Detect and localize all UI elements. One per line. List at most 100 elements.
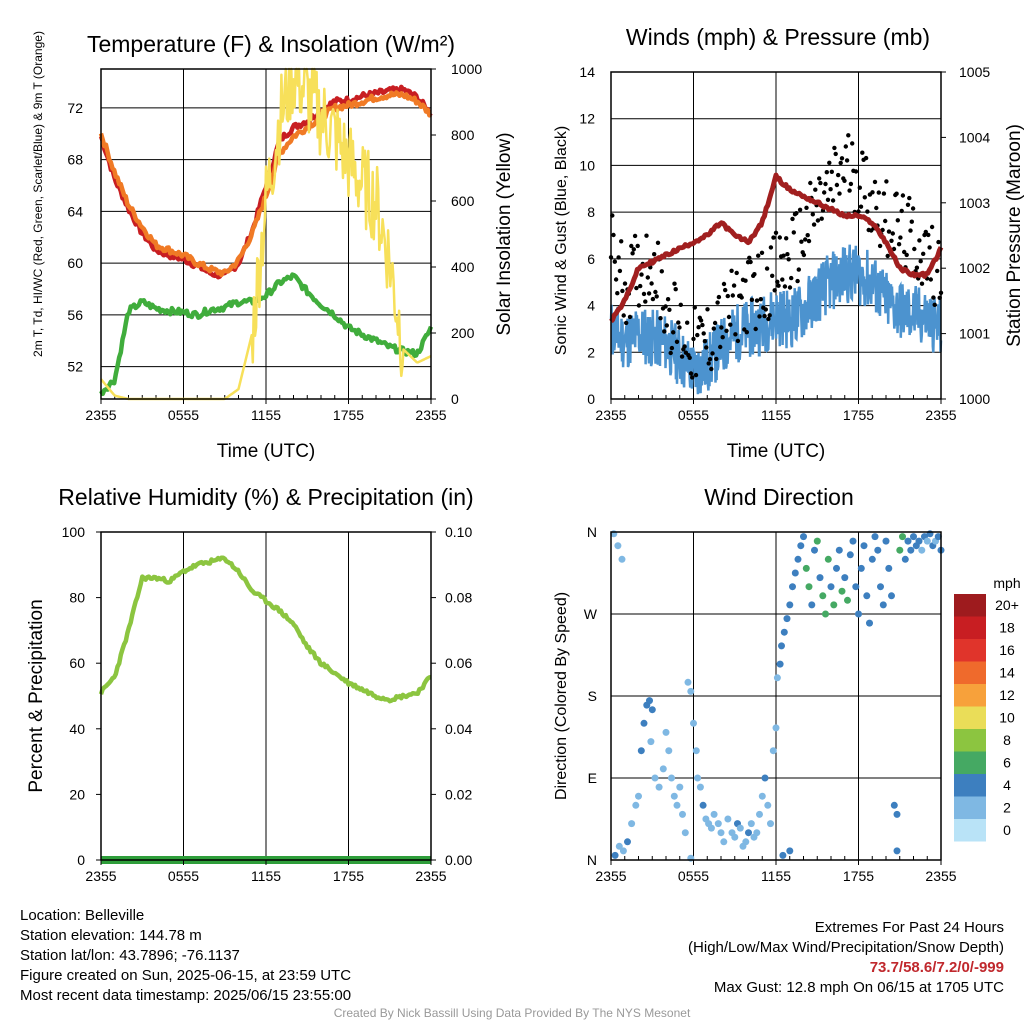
gust-point-83 xyxy=(714,356,719,362)
gust-point-28 xyxy=(644,233,649,238)
y-tick-label-2-5: 100 xyxy=(62,524,86,540)
direction-point-74 xyxy=(813,537,821,545)
gust-point-184 xyxy=(842,178,847,183)
gust-point-40 xyxy=(659,269,664,274)
gust-point-98 xyxy=(733,332,738,337)
gust-point-169 xyxy=(823,181,828,187)
gust-point-147 xyxy=(795,278,800,284)
gust-point-187 xyxy=(846,133,851,138)
gust-point-71 xyxy=(698,318,704,323)
x-tick-label-2-3: 1755 xyxy=(333,868,364,884)
gust-point-119 xyxy=(759,250,765,255)
direction-point-93 xyxy=(866,619,873,627)
direction-point-111 xyxy=(915,537,923,545)
gust-point-123 xyxy=(764,266,770,271)
y-tick-label-1-0: 0 xyxy=(587,391,595,407)
y-tick-label-3-1: E xyxy=(588,770,597,786)
legend-label-7: 6 xyxy=(1003,755,1011,771)
gust-point-68 xyxy=(695,332,700,338)
direction-point-80 xyxy=(830,601,838,609)
gust-point-26 xyxy=(641,291,647,297)
gust-point-150 xyxy=(799,239,804,244)
gust-point-19 xyxy=(632,233,638,239)
x-tick-label-2-1: 0555 xyxy=(168,868,199,884)
gust-point-197 xyxy=(858,204,864,209)
x-tick-label-3-3: 1755 xyxy=(843,868,874,884)
gust-point-99 xyxy=(734,270,739,276)
gust-point-79 xyxy=(709,366,714,372)
y2-tick-label-1-2: 1002 xyxy=(959,260,990,276)
gust-point-94 xyxy=(728,322,733,327)
gust-point-219 xyxy=(886,229,892,234)
gust-point-258 xyxy=(936,239,941,245)
extremes-title: Extremes For Past 24 Hours xyxy=(814,919,1004,936)
direction-point-9 xyxy=(635,792,642,800)
direction-point-36 xyxy=(707,824,715,832)
gust-point-171 xyxy=(825,197,831,202)
gust-point-130 xyxy=(773,230,779,235)
gust-point-81 xyxy=(711,326,716,331)
direction-point-64 xyxy=(786,601,794,609)
direction-point-29 xyxy=(690,719,697,727)
gust-point-230 xyxy=(900,193,906,198)
x-tick-label-0-4: 2355 xyxy=(415,407,446,423)
gust-point-39 xyxy=(658,316,663,321)
gust-point-126 xyxy=(768,245,774,250)
gust-point-60 xyxy=(685,320,690,325)
direction-point-73 xyxy=(811,546,818,554)
gust-point-195 xyxy=(856,209,861,214)
x-tick-label-0-2: 1155 xyxy=(251,407,281,423)
gust-point-254 xyxy=(931,295,936,300)
direction-point-67 xyxy=(794,555,802,563)
max-gust-text: Max Gust: 12.8 mph On 06/15 at 1705 UTC xyxy=(713,979,1004,996)
direction-point-59 xyxy=(773,674,781,682)
gust-point-235 xyxy=(907,195,912,201)
gust-point-86 xyxy=(718,344,723,350)
gust-point-4 xyxy=(613,277,619,282)
gust-point-89 xyxy=(721,281,727,287)
direction-point-112 xyxy=(918,546,926,554)
x-tick-label-0-3: 1755 xyxy=(333,407,364,423)
gust-point-73 xyxy=(701,331,706,336)
gust-point-170 xyxy=(824,170,829,175)
gust-point-116 xyxy=(756,253,761,258)
gust-point-78 xyxy=(707,357,713,362)
gust-point-17 xyxy=(630,251,635,256)
gust-point-9 xyxy=(620,288,625,294)
legend-swatch-0 xyxy=(954,594,986,617)
y2-tick-label-0-0: 0 xyxy=(451,391,459,407)
gust-point-198 xyxy=(860,150,865,155)
direction-point-52 xyxy=(756,810,763,818)
gust-point-221 xyxy=(889,238,894,243)
direction-point-17 xyxy=(655,783,663,791)
gust-point-125 xyxy=(767,313,772,318)
direction-point-100 xyxy=(885,564,893,572)
gust-point-201 xyxy=(863,155,869,161)
y2-tick-label-1-0: 1000 xyxy=(959,391,990,407)
gust-point-136 xyxy=(781,253,786,258)
y-tick-label-1-7: 14 xyxy=(579,64,595,80)
gust-point-246 xyxy=(921,251,926,256)
direction-point-79 xyxy=(827,583,835,591)
gust-point-212 xyxy=(877,243,883,249)
y2-tick-label-0-1: 200 xyxy=(451,325,475,341)
y-tick-label-3-3: W xyxy=(584,606,598,622)
gust-point-122 xyxy=(763,307,768,312)
gust-point-115 xyxy=(754,298,760,303)
direction-point-105 xyxy=(899,533,906,541)
gust-point-64 xyxy=(690,375,695,380)
gust-point-208 xyxy=(872,179,878,185)
gust-point-111 xyxy=(749,297,755,302)
direction-point-69 xyxy=(800,533,807,541)
gust-point-234 xyxy=(905,202,911,207)
gust-point-223 xyxy=(891,246,897,252)
direction-point-10 xyxy=(637,747,645,755)
gust-point-211 xyxy=(876,190,881,195)
y2-tick-label-0-5: 1000 xyxy=(451,61,482,77)
direction-point-22 xyxy=(670,792,678,800)
y-tick-label-0-2: 60 xyxy=(67,255,83,271)
gust-point-239 xyxy=(912,246,917,252)
direction-point-109 xyxy=(910,533,917,541)
legend-swatch-10 xyxy=(954,819,986,842)
gust-point-143 xyxy=(790,216,795,222)
